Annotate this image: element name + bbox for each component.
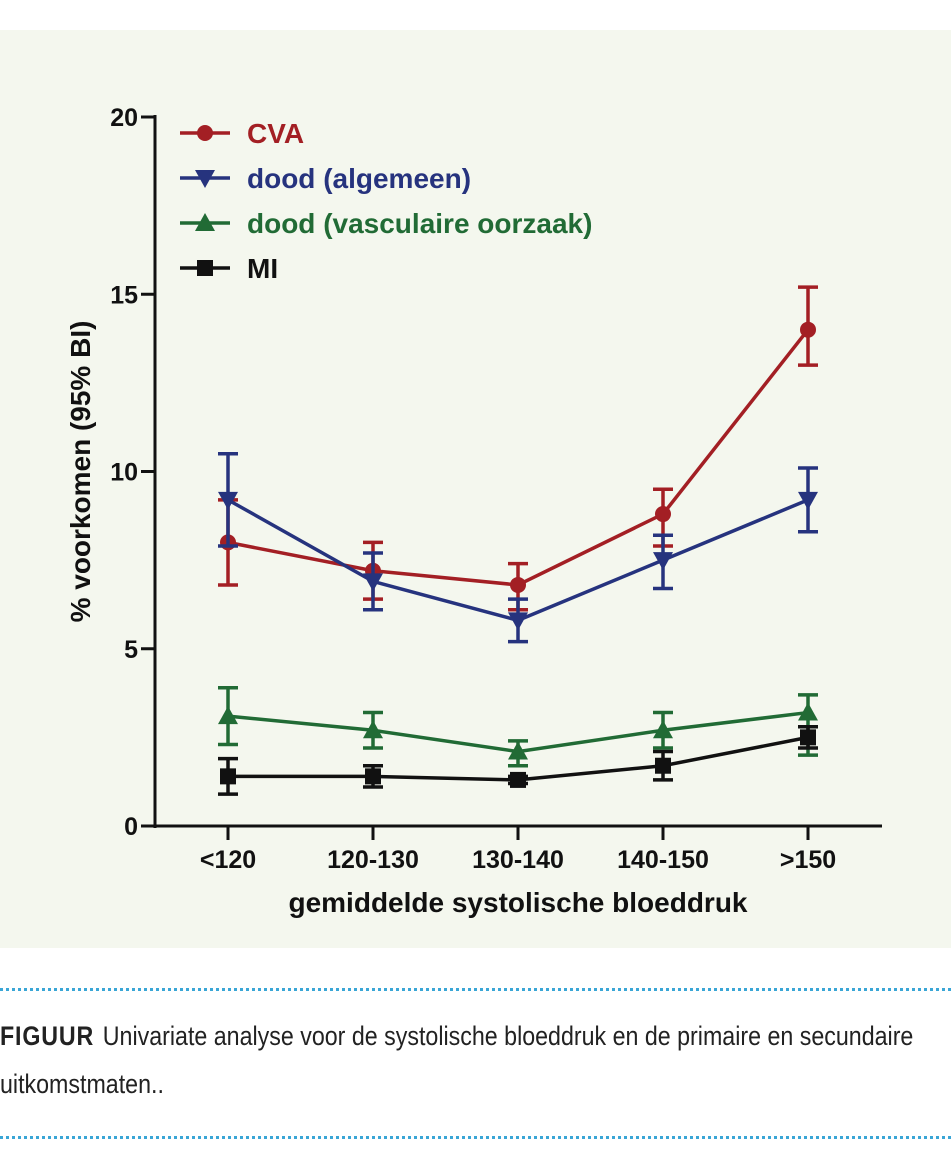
point-mi [800,729,816,746]
point-cva [800,321,816,338]
y-axis-title: % voorkomen (95% BI) [65,321,96,623]
bottom-divider [0,1136,951,1139]
point-dood-algemeen [653,552,673,571]
top-divider [0,988,951,991]
point-dood-vasculaire-oorzaak [218,706,238,725]
point-cva [510,576,526,593]
x-tick-label: 130-140 [472,846,564,874]
figure-caption: FIGUUR Univariate analyse voor de systoli… [0,1012,946,1108]
point-mi [365,768,381,785]
y-tick-label: 15 [110,281,138,309]
x-tick-label: 120-130 [327,846,419,874]
caption-lead: FIGUUR [0,1021,95,1051]
point-dood-vasculaire-oorzaak [798,702,818,721]
point-dood-vasculaire-oorzaak [363,720,383,739]
legend-label-cva: CVA [247,118,304,149]
legend-label-dood-vasculaire-oorzaak: dood (vasculaire oorzaak) [247,208,592,239]
legend-marker-dood-vasculaire-oorzaak [195,213,215,231]
caption-text: Univariate analyse voor de systolische b… [0,1021,914,1099]
series-line-cva [227,328,810,587]
x-tick-label: >150 [780,846,836,874]
legend-marker-mi [197,260,213,276]
point-mi [655,757,671,774]
legend-marker-cva [197,125,213,141]
point-dood-algemeen [508,612,528,631]
legend-marker-dood-algemeen [195,170,215,188]
point-mi [220,768,236,785]
y-tick-label: 10 [110,459,138,487]
point-dood-algemeen [798,491,818,510]
point-dood-algemeen [218,491,238,510]
x-axis-title: gemiddelde systolische bloeddruk [288,887,747,918]
point-dood-vasculaire-oorzaak [653,720,673,739]
legend-label-dood-algemeen: dood (algemeen) [247,163,471,194]
x-tick-label: <120 [200,846,256,874]
chart-panel: 0 5 10 15 20 <120 120-130 130-140 140-150 >150 gem… [0,30,951,948]
point-dood-vasculaire-oorzaak [508,741,528,760]
point-cva [655,506,671,523]
legend-label-mi: MI [247,253,278,284]
y-tick-label: 5 [124,636,138,664]
point-dood-algemeen [363,573,383,592]
y-tick-label: 20 [110,104,138,132]
chart: 0 5 10 15 20 <120 120-130 130-140 140-150 >150 gem… [65,104,882,918]
y-tick-label: 0 [124,813,138,841]
x-tick-label: 140-150 [617,846,709,874]
point-mi [510,771,526,788]
